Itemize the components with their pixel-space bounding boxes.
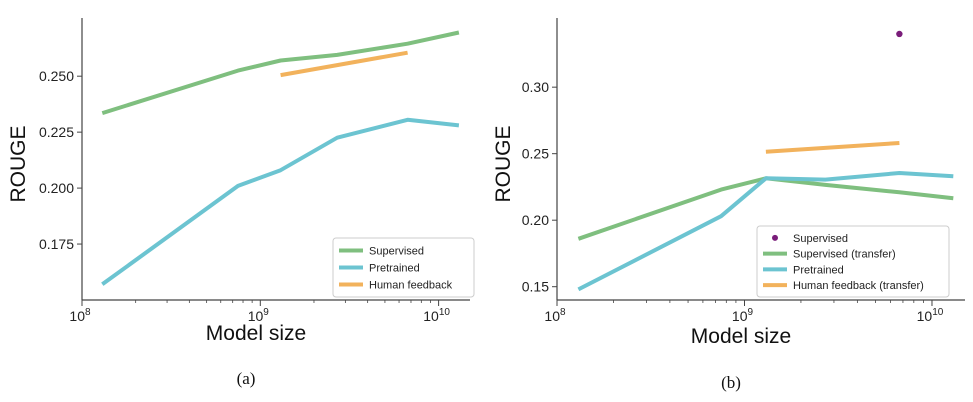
x-tick-base: 10 (732, 308, 748, 324)
y-axis-label: ROUGE (7, 125, 30, 202)
x-tick-exponent: 8 (560, 307, 566, 318)
legend-label: Supervised (transfer) (793, 249, 896, 261)
legend-box (332, 237, 475, 298)
x-tick-label: 1010 (917, 307, 944, 324)
legend-marker (772, 234, 778, 241)
series-line (101, 117, 460, 286)
x-tick-base: 10 (423, 308, 439, 324)
y-tick-label: 0.20 (522, 212, 549, 228)
legend-label: Pretrained (369, 263, 420, 275)
legend-label: Supervised (369, 246, 424, 258)
series-line (577, 176, 954, 241)
series-line (101, 30, 460, 116)
x-tick-label: 109 (732, 307, 754, 324)
y-tick-label: 0.25 (522, 146, 549, 162)
x-axis-label: Model size (691, 325, 791, 348)
x-tick-base: 10 (69, 308, 85, 324)
x-tick-exponent: 10 (932, 307, 944, 318)
x-tick-base: 10 (248, 308, 264, 324)
x-tick-label: 1010 (423, 307, 450, 324)
legend: Supervised Supervised (transfer) Pretraine… (756, 225, 950, 298)
y-tick-label: 0.30 (522, 79, 549, 95)
x-tick-label: 108 (544, 307, 566, 324)
y-tick-label: 0.250 (39, 68, 74, 84)
x-tick-label: 108 (69, 307, 91, 324)
legend-label: Pretrained (793, 264, 844, 276)
x-tick-exponent: 9 (747, 307, 753, 318)
chart-caption: (a) (237, 369, 256, 388)
data-point (896, 30, 903, 38)
series-line (280, 50, 408, 78)
x-tick-exponent: 9 (263, 307, 269, 318)
series-line (765, 141, 900, 154)
x-tick-base: 10 (917, 308, 933, 324)
chart-caption: (b) (721, 373, 741, 392)
y-tick-label: 0.15 (522, 279, 549, 295)
y-axis-label: ROUGE (492, 125, 515, 202)
x-tick-base: 10 (544, 308, 560, 324)
legend-box (756, 225, 950, 298)
legend: Supervised Pretrained Human feedback (332, 237, 475, 298)
legend-label: Human feedback (transfer) (793, 280, 924, 292)
x-tick-exponent: 8 (85, 307, 91, 318)
x-axis-label: Model size (206, 322, 306, 345)
legend-label: Supervised (793, 233, 848, 245)
y-tick-label: 0.175 (39, 236, 74, 252)
x-tick-label: 109 (248, 307, 270, 324)
y-tick-label: 0.200 (39, 180, 74, 196)
y-tick-label: 0.225 (39, 124, 74, 140)
legend-label: Human feedback (369, 280, 453, 292)
x-tick-exponent: 10 (439, 307, 451, 318)
series-line (577, 171, 954, 292)
